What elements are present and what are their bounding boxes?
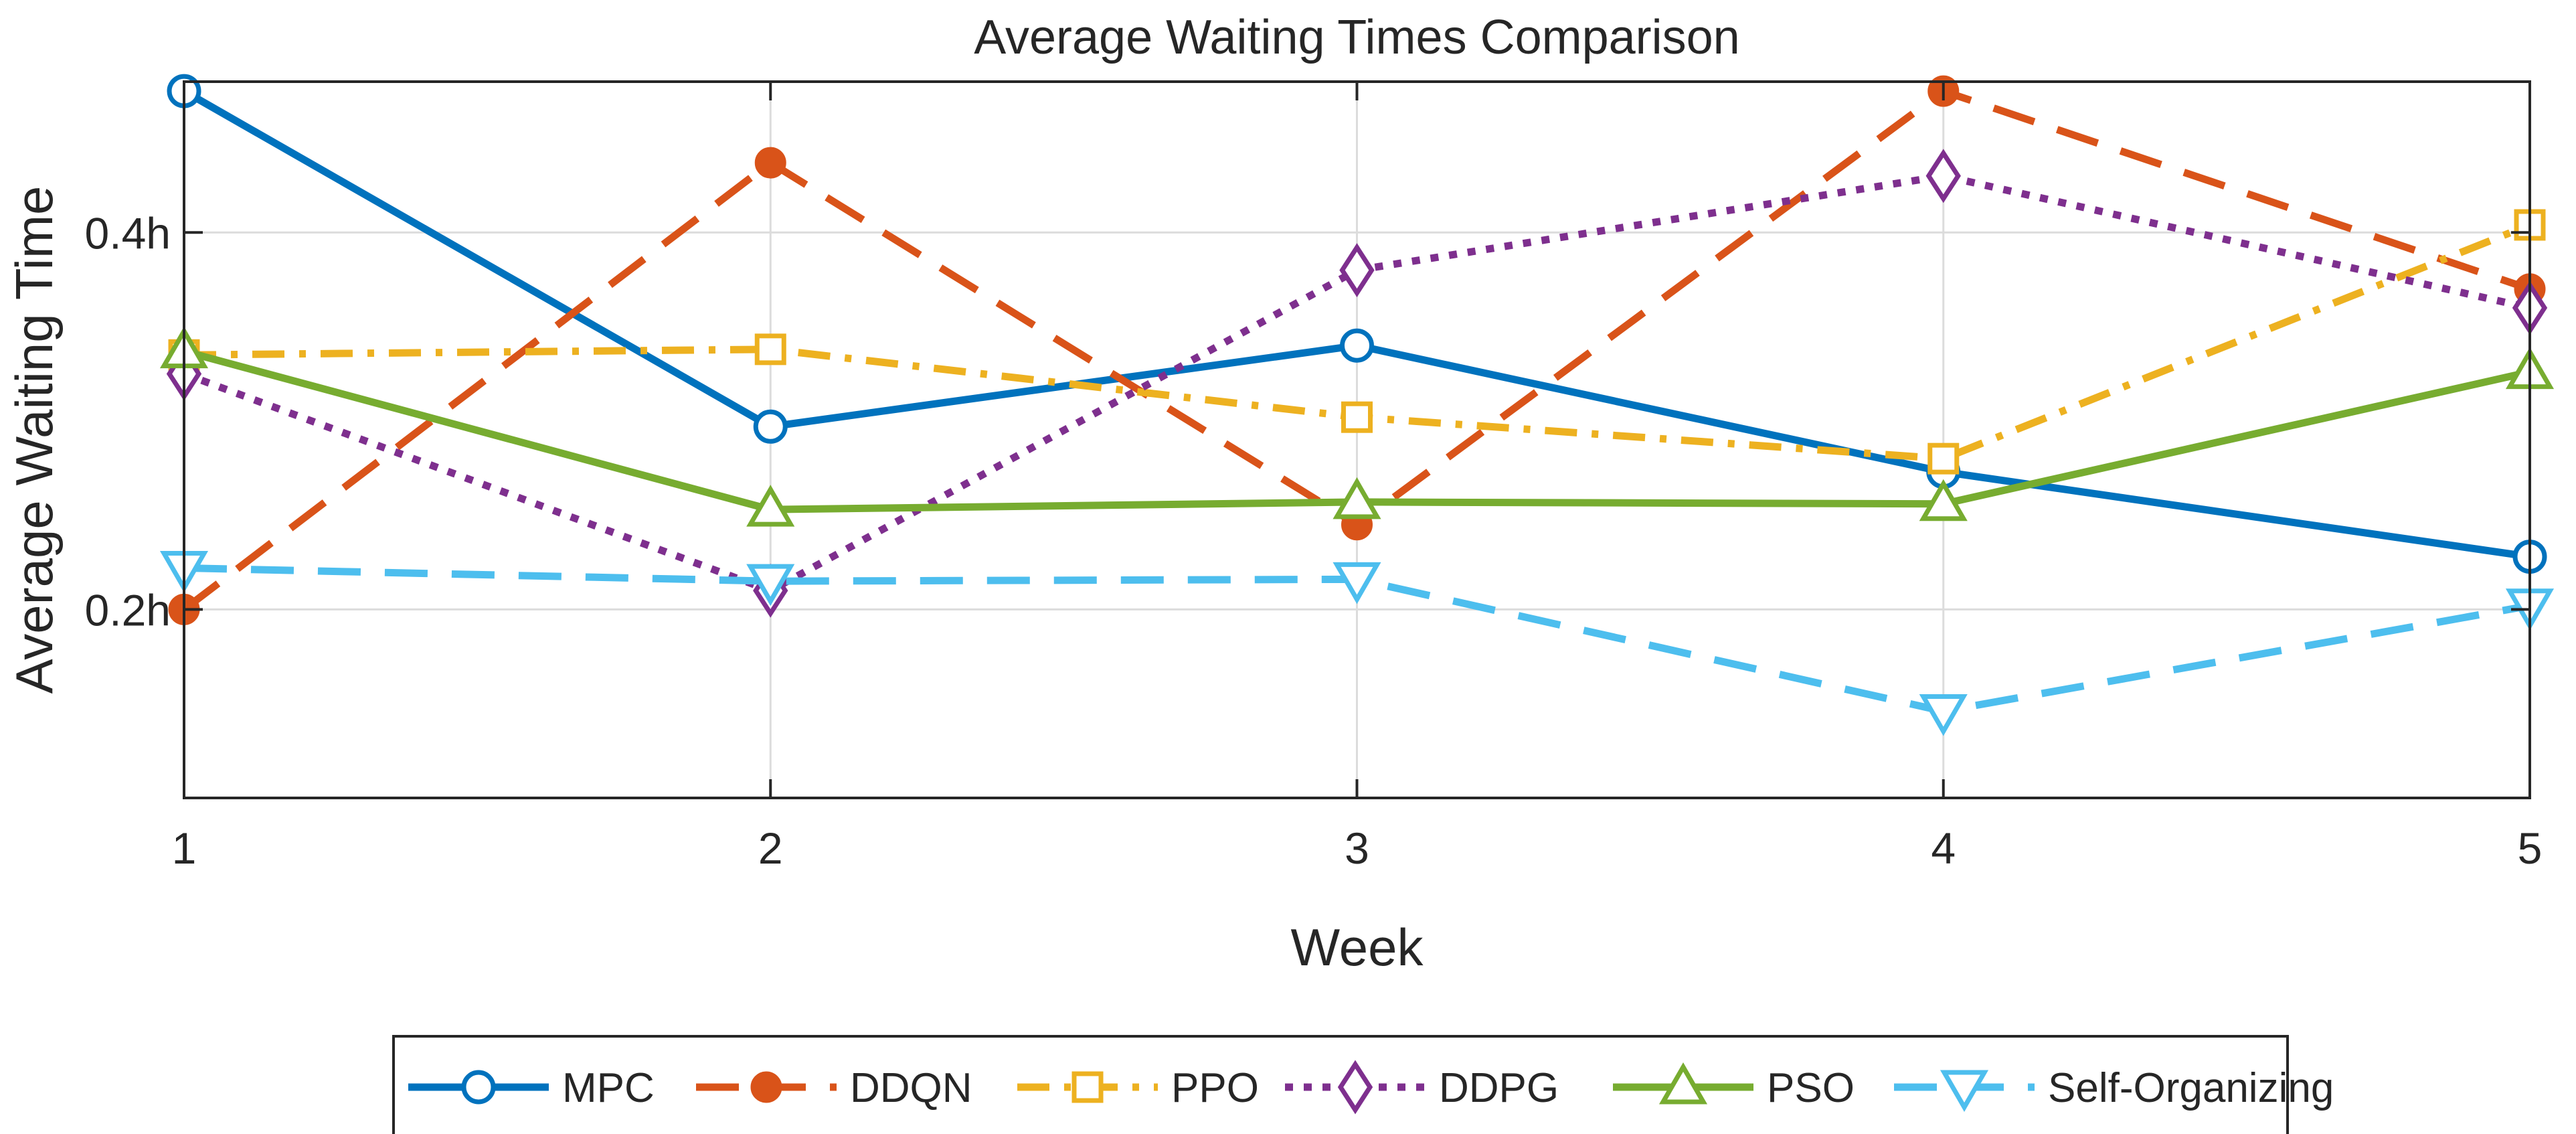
x-tick-label: 2 (758, 823, 783, 873)
legend-label-self-organizing: Self-Organizing (2048, 1065, 2334, 1111)
legend-label-ppo: PPO (1171, 1065, 1259, 1111)
legend-label-pso: PSO (1767, 1065, 1855, 1111)
x-tick-label: 4 (1931, 823, 1956, 873)
y-tick-label: 0.4h (85, 208, 171, 258)
data-point-ppo (1341, 401, 1373, 433)
data-point-self-organizing (1919, 694, 1968, 736)
legend-item-mpc: MPC (408, 1065, 655, 1111)
legend-marker-self-organizing (1940, 1070, 1989, 1113)
data-point-ppo (1927, 442, 1960, 475)
legend-marker-ppo (1071, 1071, 1104, 1103)
data-point-pso (1919, 479, 1968, 521)
data-point-self-organizing (1333, 562, 1381, 604)
legend-marker-ddqn (750, 1071, 782, 1103)
data-point-ppo (754, 333, 786, 366)
legend-item-ppo: PPO (1017, 1065, 1259, 1111)
legend-item-ddqn: DDQN (696, 1065, 972, 1111)
data-point-ddqn (754, 147, 786, 179)
legend-marker-ddpg (1337, 1060, 1373, 1115)
legend: MPC DDQN PPO DDPG PSO Self-Organizing (392, 1035, 2334, 1134)
data-point-ddpg (1339, 243, 1375, 298)
legend-item-ddpg: DDPG (1285, 1060, 1559, 1115)
x-axis-label: Week (1291, 918, 1424, 977)
legend-marker-mpc (461, 1070, 496, 1105)
legend-item-pso: PSO (1613, 1062, 1855, 1111)
axis-ticks: 1 2 3 4 5 0.2h 0.4h (85, 82, 2543, 873)
x-tick-label: 1 (172, 823, 197, 873)
chart-title: Average Waiting Times Comparison (974, 11, 1739, 64)
legend-marker-pso (1658, 1062, 1708, 1105)
data-point-self-organizing (746, 564, 795, 606)
data-point-ddpg (1925, 149, 1961, 204)
x-tick-label: 5 (2518, 823, 2543, 873)
y-axis-label: Average Waiting Time (5, 186, 64, 694)
data-point-pso (746, 485, 795, 527)
y-tick-label: 0.2h (85, 585, 171, 635)
legend-label-ddpg: DDPG (1439, 1065, 1559, 1111)
legend-item-self-organizing: Self-Organizing (1894, 1065, 2334, 1113)
data-point-pso (1333, 477, 1381, 519)
data-point-mpc (753, 409, 788, 444)
data-point-mpc (1340, 328, 1374, 363)
legend-label-ddqn: DDQN (850, 1065, 972, 1111)
legend-label-mpc: MPC (562, 1065, 655, 1111)
x-tick-label: 3 (1345, 823, 1369, 873)
